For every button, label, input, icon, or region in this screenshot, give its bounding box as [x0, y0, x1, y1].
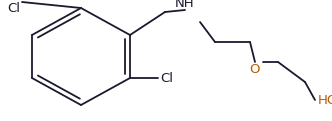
Text: HO: HO	[318, 94, 332, 106]
Text: O: O	[250, 63, 260, 76]
Text: Cl: Cl	[160, 72, 173, 84]
Text: NH: NH	[175, 0, 195, 10]
Text: Cl: Cl	[7, 2, 20, 15]
